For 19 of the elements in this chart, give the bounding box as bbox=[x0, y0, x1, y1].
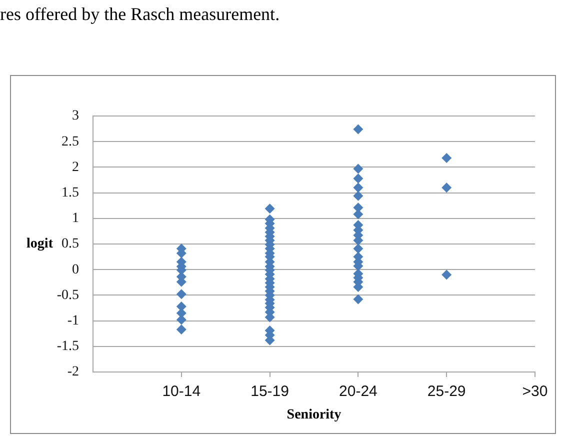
y-tick-label: 1 bbox=[72, 211, 79, 226]
y-tick-label: 2.5 bbox=[62, 134, 79, 150]
y-tick-label: -1 bbox=[67, 313, 79, 328]
y-tick-label: 3 bbox=[72, 108, 79, 124]
x-tick-label: 20-24 bbox=[339, 383, 378, 400]
x-tick-label: 10-14 bbox=[162, 383, 201, 400]
x-axis-title: Seniority bbox=[286, 408, 342, 423]
y-axis-title: logit bbox=[26, 236, 54, 252]
y-tick-label: -1.5 bbox=[56, 339, 79, 354]
x-tick-label: 25-29 bbox=[427, 383, 466, 400]
y-tick-label: -2 bbox=[67, 364, 79, 380]
y-tick-label: 1.5 bbox=[62, 185, 79, 200]
y-tick-label: 0 bbox=[72, 262, 79, 278]
y-tick-label: -0.5 bbox=[56, 288, 79, 303]
y-tick-label: 2 bbox=[72, 160, 79, 175]
text: res offered by the Rasch measurement. bbox=[0, 4, 280, 25]
x-tick-label: >30 bbox=[522, 383, 548, 400]
y-tick-label: 0.5 bbox=[62, 236, 79, 252]
x-tick-label: 15-19 bbox=[250, 383, 289, 400]
